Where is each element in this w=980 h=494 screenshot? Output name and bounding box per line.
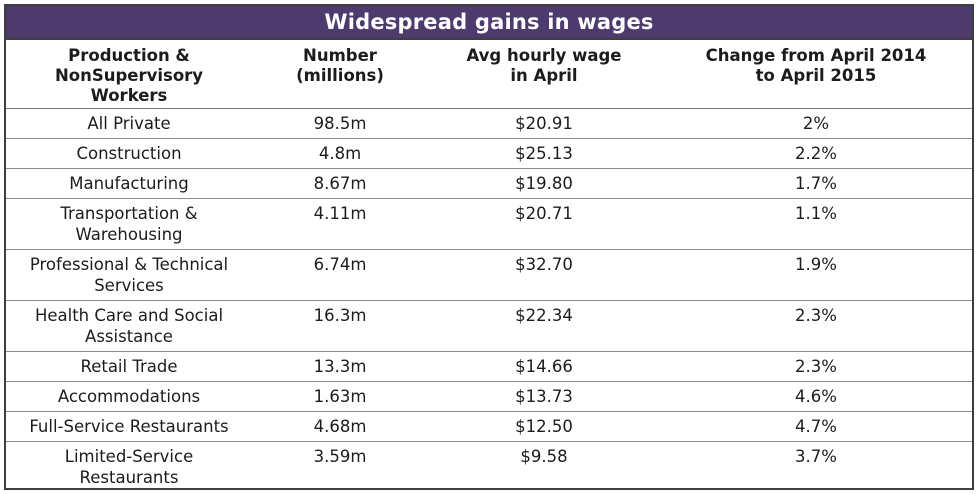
wage-cell: $14.66 — [428, 351, 660, 382]
number-cell: 4.8m — [252, 138, 428, 169]
change-cell: 2.3% — [660, 351, 972, 382]
table-row: Manufacturing 8.67m $19.80 1.7% — [6, 168, 972, 199]
table-row: All Private 98.5m $20.91 2% — [6, 108, 972, 139]
wage-cell: $20.71 — [428, 198, 660, 250]
wage-table: Production & NonSupervisory Workers Numb… — [6, 40, 972, 492]
number-cell: 13.3m — [252, 351, 428, 382]
number-cell: 98.5m — [252, 108, 428, 139]
wage-cell: $22.34 — [428, 300, 660, 352]
table-row: Retail Trade 13.3m $14.66 2.3% — [6, 351, 972, 382]
wage-cell: $12.50 — [428, 411, 660, 442]
number-cell: 4.11m — [252, 198, 428, 250]
header-row: Production & NonSupervisory Workers Numb… — [6, 40, 972, 109]
number-cell: 4.68m — [252, 411, 428, 442]
wage-cell: $9.58 — [520, 446, 568, 466]
wage-cell: $19.80 — [428, 168, 660, 199]
sector-cell: Retail Trade — [6, 351, 252, 382]
table-row: Transportation & Warehousing 4.11m $20.7… — [6, 198, 972, 250]
change-cell: 1.9% — [660, 249, 972, 301]
number-cell: 8.67m — [252, 168, 428, 199]
number-cell: 1.63m — [252, 381, 428, 412]
header-change: Change from April 2014 to April 2015 — [660, 40, 972, 109]
table-row: Construction 4.8m $25.13 2.2% — [6, 138, 972, 169]
sector-cell: Accommodations — [6, 381, 252, 412]
sector-cell: All Private — [6, 108, 252, 139]
sector-cell: Full-Service Restaurants — [6, 411, 252, 442]
sector-cell: Manufacturing — [6, 168, 252, 199]
table-row: Health Care and Social Assistance 16.3m … — [6, 300, 972, 352]
change-cell: 1.1% — [660, 198, 972, 250]
wage-cell: $20.91 — [428, 108, 660, 139]
number-cell: 3.59m — [313, 446, 367, 466]
table-row: Full-Service Restaurants 4.68m $12.50 4.… — [6, 411, 972, 442]
number-cell: 16.3m — [252, 300, 428, 352]
change-cell: 4.6% — [660, 381, 972, 412]
change-cell: 2.2% — [660, 138, 972, 169]
change-cell: 1.7% — [660, 168, 972, 199]
header-workers: Production & NonSupervisory Workers — [6, 40, 252, 109]
sector-cell: Health Care and Social Assistance — [6, 300, 252, 352]
table-title: Widespread gains in wages — [6, 6, 972, 40]
sector-cell: Limited-Service Restaurants — [64, 446, 194, 487]
change-cell: 2% — [660, 108, 972, 139]
header-avg-wage: Avg hourly wage in April — [428, 40, 660, 109]
change-cell: 2.3% — [660, 300, 972, 352]
sector-cell: Construction — [6, 138, 252, 169]
table-row: Accommodations 1.63m $13.73 4.6% — [6, 381, 972, 412]
sector-cell: Professional & Technical Services — [6, 249, 252, 301]
number-cell: 6.74m — [252, 249, 428, 301]
wage-cell: $13.73 — [428, 381, 660, 412]
table-row: Professional & Technical Services 6.74m … — [6, 249, 972, 301]
table-row: Limited-Service Restaurants 3.59m $9.58 … — [6, 441, 972, 492]
header-number: Number (millions) — [252, 40, 428, 109]
wage-cell: $32.70 — [428, 249, 660, 301]
sector-cell: Transportation & Warehousing — [6, 198, 252, 250]
wage-cell: $25.13 — [428, 138, 660, 169]
wage-table-frame: Widespread gains in wages Production & N… — [4, 4, 974, 490]
change-cell: 3.7% — [795, 446, 837, 466]
change-cell: 4.7% — [660, 411, 972, 442]
